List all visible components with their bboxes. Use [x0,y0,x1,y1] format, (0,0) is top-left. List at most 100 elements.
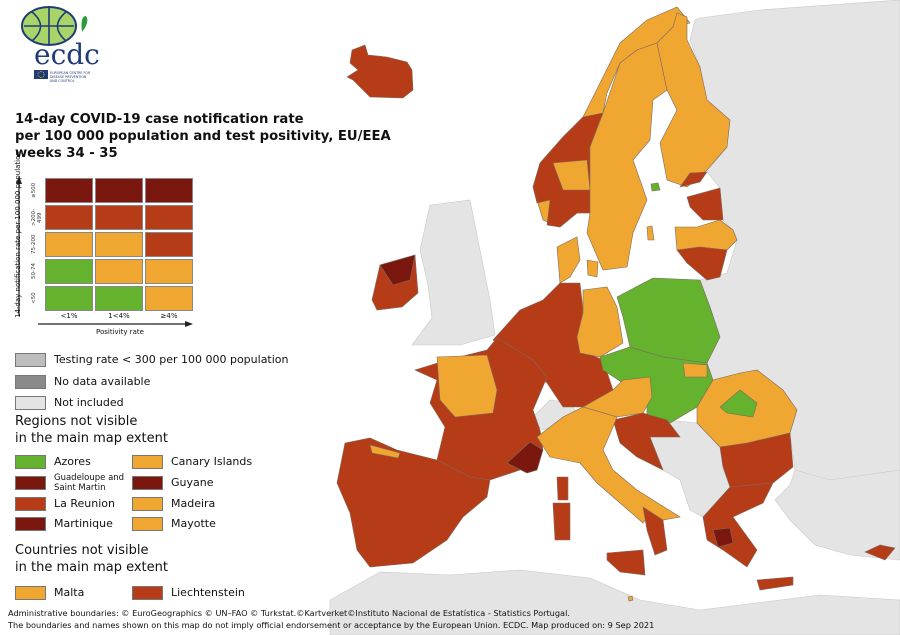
matrix-cell [45,286,93,311]
bulgaria [719,432,794,488]
matrix-cell [45,259,93,284]
gotland [646,225,655,241]
legend-label: Liechtenstein [171,586,245,599]
legend-label: No data available [54,374,151,388]
legend-label: La Reunion [54,496,115,510]
regions-header-line-2: in the main map extent [15,431,168,446]
romania-center [719,389,758,418]
matrix-cell [95,259,143,284]
matrix-cell [145,232,193,257]
legend-label: Not included [54,396,124,409]
northern-ireland [379,254,416,286]
sweden [586,42,668,271]
matrix-cell [95,232,143,257]
title-line-2: per 100 000 population and test positivi… [15,129,391,144]
legend-label: Canary Islands [171,455,253,468]
legend-label: Guadeloupe and Saint Martin [54,472,125,493]
map-title: 14-day COVID-19 case notification rate p… [15,111,391,162]
legend-label: Azores [54,455,91,468]
matrix-cell [95,286,143,311]
slovakia-east [682,362,708,378]
matrix-column-label: 1<4% [108,312,130,320]
ecdc-logo: ecdc EUROPEAN CENTRE FOR DISEASE PREVENT… [14,4,109,83]
ecdc-globe-icon: ecdc EUROPEAN CENTRE FOR DISEASE PREVENT… [21,6,100,83]
asturias [369,444,401,459]
legend-swatch [132,475,163,490]
legend-swatch [15,586,46,600]
matrix-cell [45,205,93,230]
regions-header: Regions not visible in the main map exte… [15,413,168,447]
legend-label: Testing rate < 300 per 100 000 populatio… [54,353,289,366]
france-southeast [506,441,544,474]
italy [536,406,681,524]
estonia [686,187,724,221]
matrix-row-label: <50 [31,292,37,305]
matrix-cell [145,259,193,284]
regions-header-line-1: Regions not visible [15,414,138,429]
legend-label: Madeira [171,496,216,510]
legend-swatch [132,455,163,469]
matrix-row-label: 50-74 [31,263,37,280]
legend-label: Guyane [171,475,214,489]
svg-text:EUROPEAN CENTRE FOR: EUROPEAN CENTRE FOR [50,71,91,75]
calabria [642,506,668,556]
legend-swatch [15,517,46,532]
iceland [346,44,414,99]
matrix-row-label: 75-200 [31,234,37,255]
matrix-cell [45,232,93,257]
y-axis-label: 14-day notification rate per 100 000 pop… [14,151,22,318]
matrix-row-label: ≥500 [31,182,37,199]
matrix-cell [95,205,143,230]
matrix-row-label: >200-499 [31,208,43,227]
legend-swatch [132,586,163,600]
svg-text:AND CONTROL: AND CONTROL [50,79,75,82]
legend-swatch [15,396,46,410]
legend-swatch [15,353,46,367]
slovenia-croatia [612,412,681,471]
zealand [586,259,599,278]
legend-label: Martinique [54,517,113,531]
united-kingdom [411,199,496,346]
legend-swatch [132,496,163,511]
denmark [556,236,581,284]
corsica [556,476,569,501]
risk-matrix [45,178,193,311]
finland-south [679,171,708,188]
germany-east [576,286,624,358]
matrix-column-label: ≥4% [160,312,178,320]
aland [650,182,661,192]
legend-label: Malta [54,586,85,599]
footer-credits: Administrative boundaries: © EuroGeograp… [8,608,654,631]
sardinia [552,502,571,541]
matrix-cell [145,178,193,203]
matrix-cell [145,286,193,311]
y-axis-arrow [16,176,22,316]
matrix-cell [145,205,193,230]
legend-swatch [132,517,163,532]
spain-portugal [336,437,491,568]
lithuania [676,246,728,281]
poland [616,277,721,364]
legend-label: Mayotte [171,517,216,531]
matrix-cell [95,178,143,203]
crete [756,576,794,591]
countries-header: Countries not visible in the main map ex… [15,542,168,576]
countries-header-line-2: in the main map extent [15,560,168,575]
matrix-column-label: <1% [60,312,78,320]
north-africa [329,569,900,635]
legend-swatch [15,374,46,389]
title-line-1: 14-day COVID-19 case notification rate [15,112,304,127]
malta [627,595,634,602]
legend-swatch [15,455,46,469]
x-axis-label: Positivity rate [96,328,144,336]
turkey [774,469,900,561]
france-west [436,354,498,418]
matrix-cell [45,178,93,203]
svg-text:DISEASE PREVENTION: DISEASE PREVENTION [50,75,87,79]
title-line-3: weeks 34 - 35 [15,146,118,161]
x-axis-arrow [38,321,193,327]
attica [712,527,734,548]
cyprus [864,544,896,561]
sicily [606,549,646,576]
